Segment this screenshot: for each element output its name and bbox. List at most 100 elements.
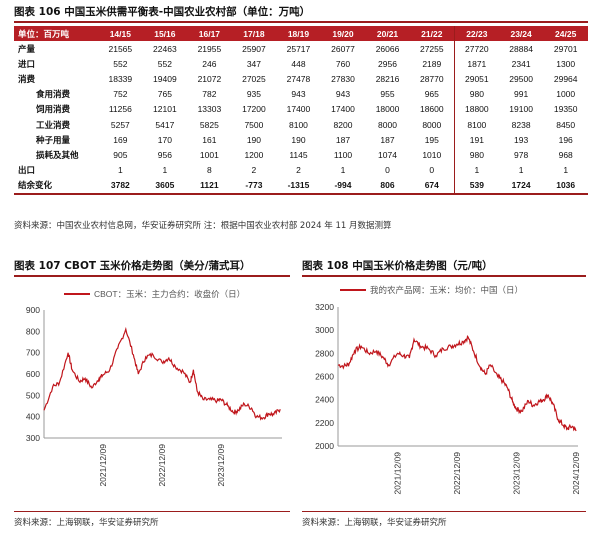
table-cell: 13303 bbox=[197, 104, 222, 115]
table-cell: 2189 bbox=[422, 58, 442, 69]
y-tick-label: 2800 bbox=[315, 348, 334, 358]
x-tick-label: 2022/12/09 bbox=[452, 452, 462, 495]
bottom-rule-1 bbox=[14, 511, 290, 512]
table-cell: 1001 bbox=[199, 149, 219, 160]
table-cell: 17400 bbox=[286, 104, 311, 115]
row-label: 出口 bbox=[18, 166, 36, 177]
table-row: 进口 552 552 246 347 448 760 2956 2189 1871 2341 1300 bbox=[14, 56, 588, 72]
x-tick-label: 2024/12/09 bbox=[571, 452, 581, 495]
legend-label: CBOT：玉米：主力合约：收盘价（日） bbox=[94, 289, 245, 299]
chart1-source: 资料来源：上海钢联，华安证券研究所 bbox=[14, 518, 159, 528]
table-cell: 955 bbox=[380, 89, 395, 100]
y-tick-label: 2000 bbox=[315, 441, 334, 451]
table-cell: 26066 bbox=[375, 43, 400, 54]
y-tick-label: 2600 bbox=[315, 372, 334, 382]
table-cell: 17200 bbox=[242, 104, 266, 115]
col-header: 18/19 bbox=[276, 26, 321, 41]
y-tick-label: 700 bbox=[26, 348, 40, 358]
table-cell: 26077 bbox=[331, 43, 355, 54]
legend-label: 我的农产品网：玉米：均价：中国（日） bbox=[370, 285, 523, 295]
series-line bbox=[337, 335, 577, 432]
table-cell: -994 bbox=[320, 177, 366, 195]
table-cell: 191 bbox=[453, 132, 499, 148]
table-cell: 5417 bbox=[155, 119, 175, 130]
table-cell: 1074 bbox=[378, 149, 397, 160]
table-cell: 27255 bbox=[419, 43, 444, 54]
col-header: 23/24 bbox=[498, 26, 544, 41]
col-header: 14/15 bbox=[98, 26, 143, 41]
table-cell: 190 bbox=[246, 134, 262, 145]
table-cell: 18800 bbox=[453, 101, 499, 117]
table-cell: 193 bbox=[514, 134, 529, 145]
table-cell: 552 bbox=[157, 58, 172, 69]
table-cell: 5257 bbox=[110, 119, 130, 130]
table-cell: 12101 bbox=[153, 104, 177, 115]
cbot-corn-chart: 300 400 500 600 700 800 900 2021/12/09 2022/12/0… bbox=[26, 289, 282, 487]
table-cell: 187 bbox=[380, 134, 395, 145]
table-row: 工业消费 5257 5417 5825 7500 8100 8200 8000 8000 8100… bbox=[14, 116, 588, 133]
table-header-row: 单位：百万吨 14/15 15/16 16/17 17/18 18/19 19/… bbox=[14, 26, 588, 41]
table-cell: 978 bbox=[514, 149, 529, 160]
table-cell: 2 bbox=[296, 165, 301, 176]
table-cell: 21955 bbox=[197, 43, 222, 54]
chart2-title-rule bbox=[302, 275, 586, 277]
table-cell: 752 bbox=[113, 89, 128, 100]
row-label: 工业消费 bbox=[36, 120, 71, 131]
y-tick-label: 900 bbox=[26, 305, 40, 315]
table-cell: 18600 bbox=[419, 104, 444, 115]
table-cell: 29500 bbox=[509, 73, 533, 84]
table-cell: 2956 bbox=[378, 58, 397, 69]
table-cell: 21072 bbox=[197, 73, 222, 84]
y-tick-label: 3200 bbox=[315, 302, 334, 312]
table-cell: 25717 bbox=[286, 43, 311, 54]
row-label: 饲用消费 bbox=[36, 105, 71, 116]
table-source: 资料来源：中国农业农村信息网，华安证券研究所 注：根据中国农业农村部 2024 … bbox=[14, 221, 392, 231]
table-row: 出口 1 1 8 2 2 1 0 0 1 1 1 bbox=[14, 162, 588, 178]
table-cell: 765 bbox=[157, 89, 172, 100]
table-cell: 0 bbox=[429, 165, 435, 176]
table-cell: 29701 bbox=[553, 43, 578, 54]
table-cell: 195 bbox=[424, 134, 439, 145]
table-cell: 1010 bbox=[422, 149, 442, 160]
table-cell: 27025 bbox=[242, 73, 266, 84]
table-row: 食用消费 752 765 782 935 943 943 955 965 980 991 1000 bbox=[14, 86, 588, 102]
y-tick-label: 500 bbox=[26, 390, 40, 400]
table-row: 产量 21565 22463 21955 25907 25717 26077 26066 272… bbox=[14, 41, 588, 57]
y-tick-label: 300 bbox=[26, 433, 40, 443]
x-tick-label: 2021/12/09 bbox=[393, 452, 403, 495]
table-cell: 8 bbox=[207, 165, 212, 176]
table-cell: 905 bbox=[113, 149, 128, 160]
chart2-title: 图表 108 中国玉米价格走势图（元/吨） bbox=[302, 260, 493, 272]
table-cell: 7500 bbox=[244, 119, 264, 130]
row-label: 产量 bbox=[18, 44, 36, 55]
table-cell: 674 bbox=[409, 177, 455, 195]
col-header: 17/18 bbox=[231, 26, 277, 41]
table-cell: 1 bbox=[563, 165, 569, 176]
table-cell: 552 bbox=[113, 58, 128, 69]
table-cell: -773 bbox=[231, 177, 277, 195]
table-cell: 1871 bbox=[453, 56, 499, 72]
table-cell: 782 bbox=[202, 89, 217, 100]
col-header: 22/23 bbox=[453, 26, 499, 41]
table-cell: 1 bbox=[117, 165, 123, 176]
y-tick-label: 400 bbox=[26, 412, 40, 422]
table-cell: 19100 bbox=[509, 104, 533, 115]
title-rule bbox=[14, 21, 588, 23]
table-cell: 2341 bbox=[511, 58, 531, 69]
table-cell: 29964 bbox=[553, 73, 578, 84]
table-cell: 17400 bbox=[331, 104, 355, 115]
table-cell: 19409 bbox=[153, 73, 177, 84]
table-cell: 806 bbox=[365, 177, 410, 195]
table-cell: 5825 bbox=[199, 119, 219, 130]
col-header: 19/20 bbox=[320, 26, 366, 41]
x-tick-label: 2021/12/09 bbox=[98, 444, 108, 487]
y-tick-label: 800 bbox=[26, 326, 40, 336]
table-cell: 1200 bbox=[244, 149, 264, 160]
table-cell: 1 bbox=[162, 165, 168, 176]
series-line bbox=[43, 326, 281, 421]
table-cell: 968 bbox=[558, 149, 573, 160]
table-cell: 1100 bbox=[333, 149, 353, 160]
col-header: 15/16 bbox=[142, 26, 188, 41]
y-tick-label: 600 bbox=[26, 369, 40, 379]
table-cell: 1145 bbox=[289, 149, 308, 160]
